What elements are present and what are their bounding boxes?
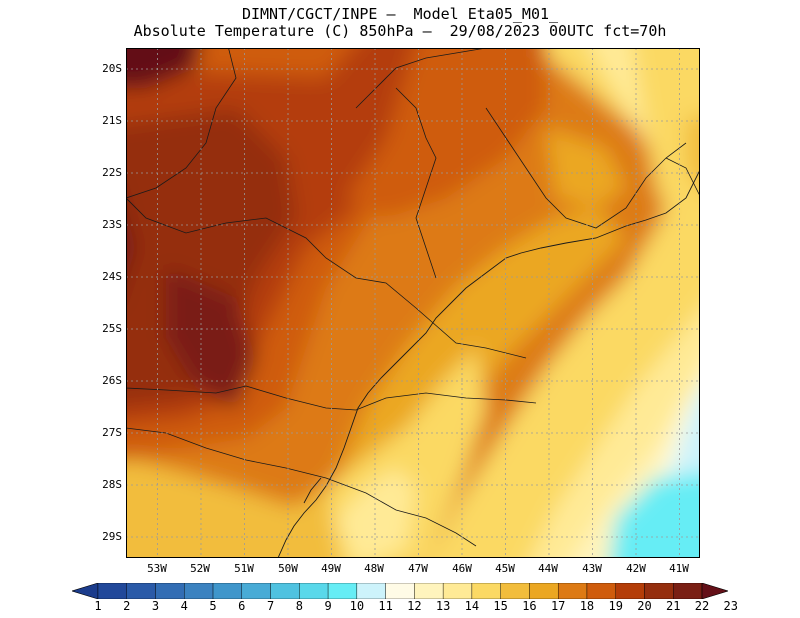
lat-label: 22S bbox=[102, 166, 122, 179]
colorbar-swatch bbox=[212, 583, 243, 599]
lon-label: 46W bbox=[452, 562, 472, 575]
colorbar-label: 8 bbox=[295, 599, 303, 613]
map-title-line-2: Absolute Temperature (C) 850hPa – 29/08/… bbox=[133, 22, 667, 40]
lon-label: 51W bbox=[234, 562, 254, 575]
colorbar-swatch bbox=[155, 583, 185, 599]
colorbar-swatch bbox=[327, 583, 358, 599]
colorbar-label: 22 bbox=[694, 599, 710, 613]
lon-label: 47W bbox=[408, 562, 428, 575]
lat-label: 20S bbox=[102, 62, 122, 75]
colorbar-label: 12 bbox=[407, 599, 422, 613]
colorbar-swatch bbox=[414, 583, 444, 599]
colorbar-label: 14 bbox=[464, 599, 480, 613]
lon-label: 53W bbox=[147, 562, 167, 575]
temperature-field bbox=[126, 48, 700, 558]
graticule bbox=[126, 48, 700, 558]
lon-label: 45W bbox=[495, 562, 515, 575]
temperature-map bbox=[126, 48, 700, 558]
colorbar-label: 5 bbox=[209, 599, 217, 613]
colorbar-arrow-high bbox=[701, 583, 728, 599]
colorbar-swatch bbox=[586, 583, 616, 599]
colorbar-swatch bbox=[644, 583, 674, 599]
colorbar-arrow-low bbox=[72, 583, 99, 599]
colorbar-label: 17 bbox=[550, 599, 566, 613]
colorbar-label: 1 bbox=[94, 599, 102, 613]
colorbar-swatch bbox=[356, 583, 386, 599]
colorbar-swatch bbox=[673, 583, 703, 599]
colorbar-swatch bbox=[615, 583, 645, 599]
colorbar-swatch bbox=[184, 583, 214, 599]
lat-label: 25S bbox=[102, 322, 122, 335]
colorbar-swatch bbox=[241, 583, 271, 599]
colorbar-swatch bbox=[500, 583, 530, 599]
lon-label: 44W bbox=[538, 562, 558, 575]
lat-label: 26S bbox=[102, 374, 122, 387]
colorbar-swatch bbox=[299, 583, 329, 599]
map-frame bbox=[126, 48, 700, 558]
lon-label: 48W bbox=[364, 562, 384, 575]
coastline bbox=[277, 168, 700, 558]
lat-label: 27S bbox=[102, 426, 122, 439]
colorbar-swatch bbox=[442, 583, 473, 599]
colorbar-label: 13 bbox=[435, 599, 451, 613]
colorbar-label: 18 bbox=[579, 599, 595, 613]
lat-label: 24S bbox=[102, 270, 122, 283]
colorbar-swatch bbox=[270, 583, 300, 599]
lon-label: 52W bbox=[190, 562, 210, 575]
colorbar-label: 21 bbox=[666, 599, 681, 613]
state-borders bbox=[126, 48, 700, 547]
colorbar-swatch bbox=[529, 583, 559, 599]
lat-label: 28S bbox=[102, 478, 122, 491]
colorbar-label: 15 bbox=[493, 599, 508, 613]
colorbar-label: 4 bbox=[180, 599, 188, 613]
lon-label: 50W bbox=[278, 562, 298, 575]
colorbar-label: 3 bbox=[151, 599, 160, 613]
map-title-line-1: DIMNT/CGCT/INPE – Model Eta05_M01_ bbox=[241, 5, 559, 23]
colorbar-swatch bbox=[97, 583, 127, 599]
colorbar-label: 2 bbox=[123, 599, 131, 613]
colorbar-label: 6 bbox=[238, 599, 246, 613]
colorbar-label: 23 bbox=[723, 599, 738, 613]
lat-label: 21S bbox=[102, 114, 122, 127]
lon-label: 43W bbox=[582, 562, 602, 575]
colorbar-label: 16 bbox=[522, 599, 537, 613]
lat-label: 23S bbox=[102, 218, 122, 231]
colorbar-label: 11 bbox=[378, 599, 393, 613]
lon-label: 42W bbox=[626, 562, 646, 575]
colorbar-swatch bbox=[557, 583, 588, 599]
colorbar-label: 10 bbox=[349, 599, 365, 613]
colorbar-swatch bbox=[126, 583, 156, 599]
colorbar-label: 20 bbox=[637, 599, 652, 613]
colorbar-label: 7 bbox=[266, 599, 275, 613]
lon-label: 49W bbox=[321, 562, 341, 575]
lon-label: 41W bbox=[669, 562, 689, 575]
colorbar-swatch bbox=[471, 583, 501, 599]
colorbar bbox=[72, 583, 728, 599]
colorbar-label: 9 bbox=[324, 599, 332, 613]
colorbar-label: 19 bbox=[608, 599, 623, 613]
colorbar-swatch bbox=[385, 583, 415, 599]
lat-label: 29S bbox=[102, 530, 122, 543]
